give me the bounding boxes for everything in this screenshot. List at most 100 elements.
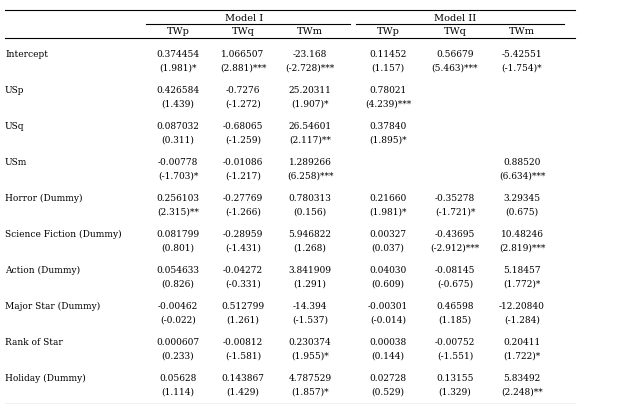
Text: TWp: TWp [377,27,399,36]
Text: 5.946822: 5.946822 [288,230,332,239]
Text: 0.11452: 0.11452 [370,50,406,59]
Text: (-1.703)*: (-1.703)* [158,172,198,181]
Text: (4.239)***: (4.239)*** [365,100,411,109]
Text: Major Star (Dummy): Major Star (Dummy) [5,302,100,311]
Text: -14.394: -14.394 [293,302,327,311]
Text: -0.01086: -0.01086 [223,158,263,167]
Text: (-0.014): (-0.014) [370,316,406,325]
Text: (0.233): (0.233) [162,352,194,361]
Text: (-1.284): (-1.284) [504,316,540,325]
Text: (-0.331): (-0.331) [225,280,261,289]
Text: (1.268): (1.268) [294,244,327,253]
Text: 0.230374: 0.230374 [288,338,332,347]
Text: (-2.912)***: (-2.912)*** [430,244,480,253]
Text: (1.429): (1.429) [226,388,259,397]
Text: (1.261): (1.261) [226,316,259,325]
Text: Model I: Model I [225,14,263,23]
Text: 1.289266: 1.289266 [288,158,332,167]
Text: -0.7276: -0.7276 [226,86,260,95]
Text: 0.04030: 0.04030 [370,266,406,275]
Text: 0.37840: 0.37840 [370,122,406,131]
Text: Action (Dummy): Action (Dummy) [5,266,80,275]
Text: (2.248)**: (2.248)** [501,388,543,397]
Text: Holiday (Dummy): Holiday (Dummy) [5,374,86,383]
Text: TWq: TWq [444,27,467,36]
Text: -0.43695: -0.43695 [435,230,476,239]
Text: -0.00778: -0.00778 [158,158,198,167]
Text: 0.56679: 0.56679 [436,50,474,59]
Text: 0.054633: 0.054633 [157,266,200,275]
Text: 26.54601: 26.54601 [288,122,332,131]
Text: 5.18457: 5.18457 [503,266,541,275]
Text: (-1.217): (-1.217) [225,172,261,181]
Text: (1.981)*: (1.981)* [369,208,407,217]
Text: -12.20840: -12.20840 [499,302,545,311]
Text: (1.907)*: (1.907)* [291,100,329,109]
Text: -0.68065: -0.68065 [223,122,263,131]
Text: (1.439): (1.439) [162,100,195,109]
Text: 3.29345: 3.29345 [503,194,541,203]
Text: -0.28959: -0.28959 [223,230,263,239]
Text: (-1.581): (-1.581) [225,352,261,361]
Text: (-1.721)*: (-1.721)* [435,208,476,217]
Text: 10.48246: 10.48246 [500,230,543,239]
Text: (0.156): (0.156) [294,208,327,217]
Text: (-1.754)*: (-1.754)* [501,64,542,73]
Text: (1.291): (1.291) [294,280,327,289]
Text: (2.819)***: (2.819)*** [499,244,545,253]
Text: (0.311): (0.311) [162,136,195,145]
Text: (1.722)*: (1.722)* [503,352,541,361]
Text: 0.512799: 0.512799 [221,302,264,311]
Text: (0.826): (0.826) [162,280,195,289]
Text: -0.27769: -0.27769 [223,194,263,203]
Text: -23.168: -23.168 [293,50,327,59]
Text: (-0.675): (-0.675) [437,280,473,289]
Text: 0.20411: 0.20411 [503,338,541,347]
Text: Horror (Dummy): Horror (Dummy) [5,194,82,203]
Text: -0.00301: -0.00301 [368,302,408,311]
Text: (-1.272): (-1.272) [225,100,261,109]
Text: 0.46598: 0.46598 [436,302,474,311]
Text: (1.895)*: (1.895)* [369,136,407,145]
Text: Rank of Star: Rank of Star [5,338,63,347]
Text: 1.066507: 1.066507 [221,50,264,59]
Text: 0.081799: 0.081799 [157,230,200,239]
Text: 0.13155: 0.13155 [436,374,474,383]
Text: (0.609): (0.609) [372,280,404,289]
Text: USp: USp [5,86,25,95]
Text: -5.42551: -5.42551 [501,50,542,59]
Text: TWq: TWq [231,27,254,36]
Text: 5.83492: 5.83492 [503,374,541,383]
Text: 0.21660: 0.21660 [370,194,406,203]
Text: (-1.537): (-1.537) [292,316,328,325]
Text: (-1.551): (-1.551) [437,352,473,361]
Text: (-1.266): (-1.266) [225,208,261,217]
Text: 0.000607: 0.000607 [157,338,200,347]
Text: (-2.728)***: (-2.728)*** [285,64,335,73]
Text: 0.88520: 0.88520 [503,158,541,167]
Text: 0.00038: 0.00038 [370,338,406,347]
Text: -0.00812: -0.00812 [223,338,263,347]
Text: (-1.431): (-1.431) [225,244,261,253]
Text: TWp: TWp [167,27,190,36]
Text: (1.114): (1.114) [162,388,195,397]
Text: -0.04272: -0.04272 [223,266,263,275]
Text: 25.20311: 25.20311 [288,86,332,95]
Text: USq: USq [5,122,25,131]
Text: (1.329): (1.329) [439,388,471,397]
Text: 4.787529: 4.787529 [288,374,332,383]
Text: Model II: Model II [434,14,476,23]
Text: 0.087032: 0.087032 [157,122,200,131]
Text: -0.35278: -0.35278 [435,194,475,203]
Text: -0.00462: -0.00462 [158,302,198,311]
Text: 0.05628: 0.05628 [159,374,197,383]
Text: (0.675): (0.675) [505,208,538,217]
Text: (1.772)*: (1.772)* [503,280,541,289]
Text: 0.374454: 0.374454 [157,50,200,59]
Text: 3.841909: 3.841909 [288,266,332,275]
Text: (1.981)*: (1.981)* [159,64,197,73]
Text: (1.157): (1.157) [372,64,404,73]
Text: (1.185): (1.185) [439,316,472,325]
Text: -0.08145: -0.08145 [435,266,476,275]
Text: (6.258)***: (6.258)*** [287,172,333,181]
